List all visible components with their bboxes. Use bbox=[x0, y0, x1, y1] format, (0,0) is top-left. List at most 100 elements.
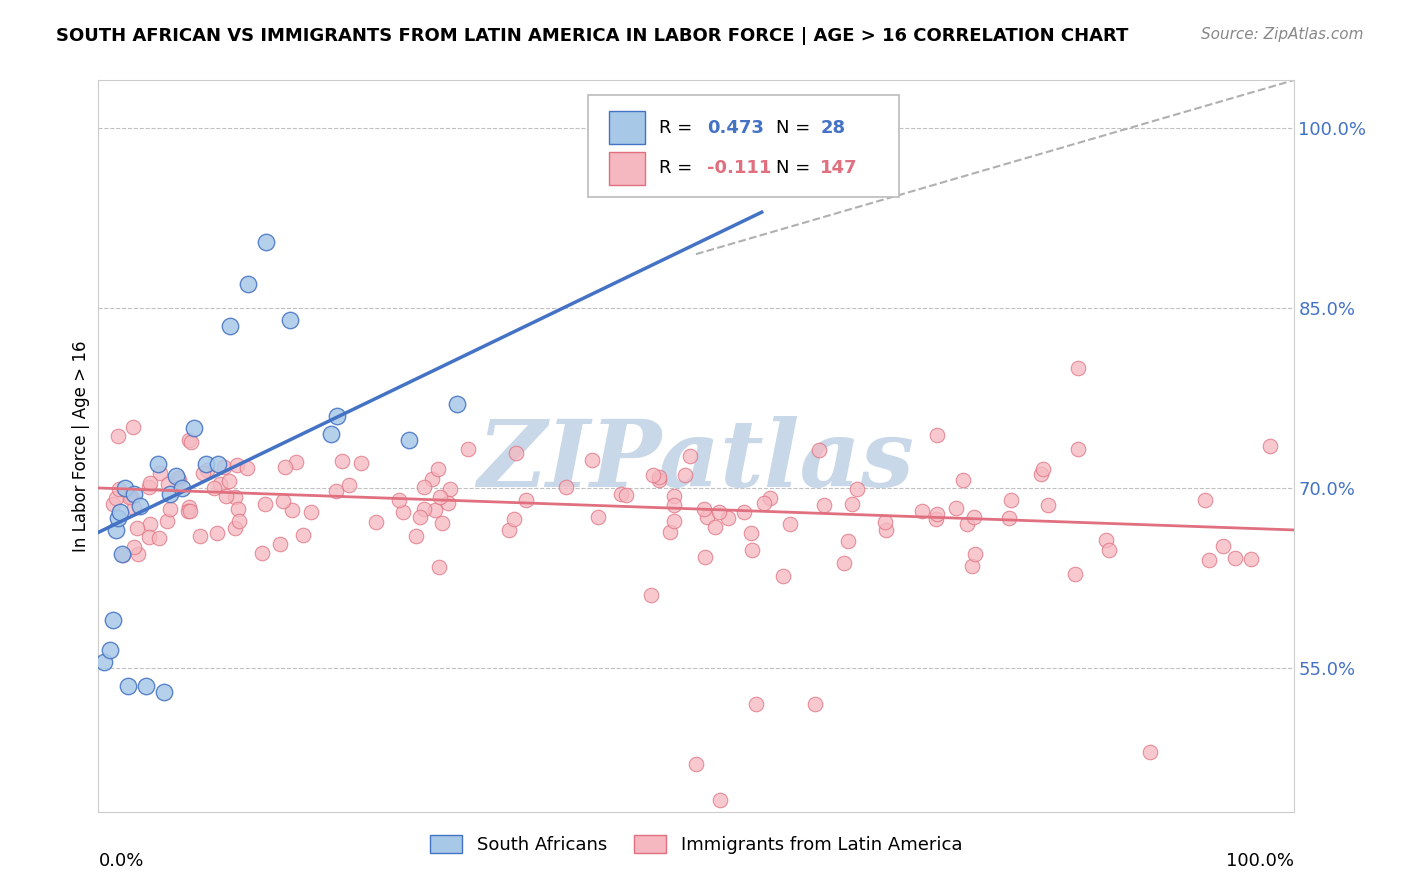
Point bbox=[998, 510, 1021, 524]
Point bbox=[193, 467, 215, 481]
Point bbox=[1067, 361, 1090, 376]
Point bbox=[278, 313, 301, 327]
Point bbox=[219, 319, 242, 334]
Point bbox=[169, 473, 191, 487]
Point bbox=[692, 502, 714, 516]
Point bbox=[299, 504, 322, 518]
Point bbox=[148, 531, 170, 545]
Text: 0.0%: 0.0% bbox=[98, 852, 143, 870]
Point bbox=[159, 487, 181, 501]
Point bbox=[330, 454, 353, 468]
FancyBboxPatch shape bbox=[589, 95, 900, 197]
Point bbox=[118, 490, 141, 504]
Point bbox=[641, 467, 664, 482]
Point bbox=[269, 537, 291, 551]
Point bbox=[212, 459, 235, 474]
Point bbox=[429, 490, 451, 504]
Point bbox=[420, 472, 443, 486]
Point bbox=[149, 467, 172, 481]
Point bbox=[963, 509, 986, 524]
Point bbox=[398, 433, 420, 447]
Point bbox=[112, 548, 135, 562]
Point bbox=[1194, 493, 1216, 508]
Point bbox=[202, 481, 225, 495]
Point bbox=[177, 433, 200, 447]
Point bbox=[925, 511, 948, 525]
Point bbox=[673, 467, 696, 482]
Point bbox=[837, 534, 859, 549]
Point bbox=[696, 509, 718, 524]
Point bbox=[208, 477, 231, 491]
Point bbox=[956, 516, 979, 531]
Point bbox=[120, 490, 142, 504]
Point bbox=[588, 509, 610, 524]
Point bbox=[1258, 439, 1281, 453]
Point bbox=[502, 512, 524, 526]
Point bbox=[254, 235, 277, 249]
Point bbox=[1239, 552, 1261, 566]
Point bbox=[218, 475, 240, 489]
Point bbox=[183, 421, 205, 435]
Point bbox=[741, 543, 763, 558]
Text: -0.111: -0.111 bbox=[707, 159, 770, 177]
Y-axis label: In Labor Force | Age > 16: In Labor Force | Age > 16 bbox=[72, 340, 90, 552]
Point bbox=[167, 471, 190, 485]
Point bbox=[337, 478, 360, 492]
Point bbox=[412, 502, 434, 516]
Point bbox=[505, 446, 527, 460]
Point bbox=[107, 511, 129, 525]
Point bbox=[157, 476, 180, 491]
Point bbox=[704, 520, 727, 534]
Legend: South Africans, Immigrants from Latin America: South Africans, Immigrants from Latin Am… bbox=[422, 828, 970, 861]
Point bbox=[413, 480, 436, 494]
Point bbox=[321, 427, 343, 442]
Point bbox=[350, 456, 373, 470]
Point bbox=[647, 473, 669, 487]
Point bbox=[120, 490, 142, 504]
Point bbox=[281, 503, 304, 517]
Point bbox=[1198, 553, 1220, 567]
Point bbox=[226, 458, 249, 473]
Point bbox=[250, 546, 273, 560]
Point bbox=[457, 442, 479, 457]
Point bbox=[93, 655, 115, 669]
Point bbox=[1000, 493, 1022, 508]
Point bbox=[325, 483, 347, 498]
Point bbox=[228, 514, 250, 528]
Point bbox=[366, 515, 388, 529]
Point bbox=[875, 523, 897, 537]
Point bbox=[695, 549, 717, 564]
Point bbox=[1097, 542, 1119, 557]
Point bbox=[124, 487, 146, 501]
Point bbox=[111, 547, 134, 561]
Point bbox=[180, 435, 202, 450]
Point bbox=[709, 793, 731, 807]
Point bbox=[772, 569, 794, 583]
Point bbox=[662, 514, 685, 528]
Point bbox=[609, 487, 631, 501]
Point bbox=[101, 497, 124, 511]
Text: 147: 147 bbox=[820, 159, 858, 177]
Point bbox=[960, 558, 983, 573]
Point bbox=[804, 697, 827, 711]
Point bbox=[292, 528, 315, 542]
Point bbox=[685, 756, 707, 771]
Point bbox=[284, 455, 307, 469]
Point bbox=[846, 483, 869, 497]
Point bbox=[236, 277, 259, 292]
Point bbox=[640, 588, 662, 602]
Point bbox=[148, 457, 170, 471]
Point bbox=[1067, 442, 1090, 456]
Point bbox=[427, 461, 450, 475]
Point bbox=[108, 505, 131, 519]
Point bbox=[236, 461, 259, 475]
Point bbox=[945, 500, 967, 515]
Point bbox=[832, 556, 855, 570]
Point bbox=[754, 496, 776, 510]
Point bbox=[135, 679, 157, 693]
Text: SOUTH AFRICAN VS IMMIGRANTS FROM LATIN AMERICA IN LABOR FORCE | AGE > 16 CORRELA: SOUTH AFRICAN VS IMMIGRANTS FROM LATIN A… bbox=[56, 27, 1129, 45]
Point bbox=[139, 516, 162, 531]
Point bbox=[117, 679, 139, 693]
Point bbox=[125, 521, 148, 535]
Text: R =: R = bbox=[659, 159, 697, 177]
